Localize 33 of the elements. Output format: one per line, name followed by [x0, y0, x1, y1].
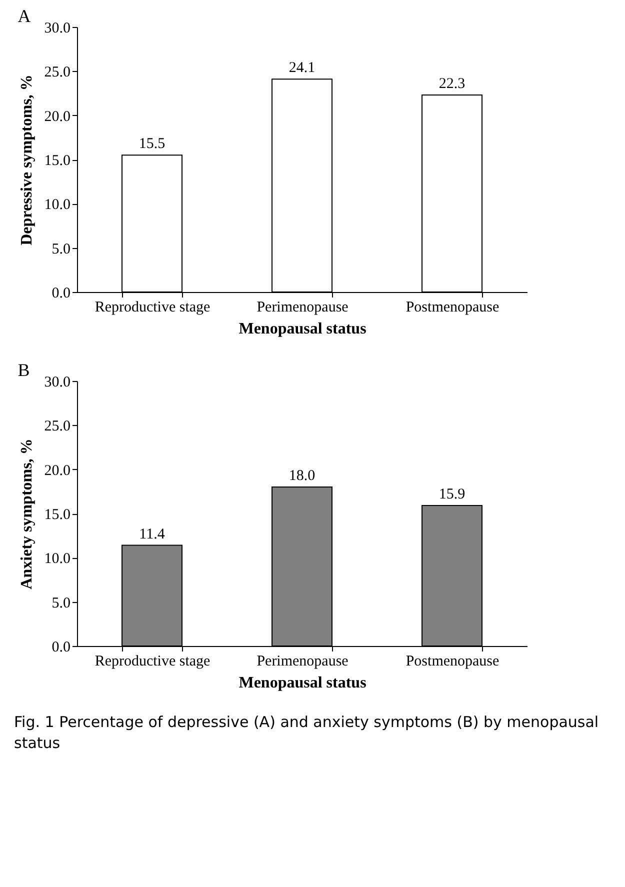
x-axis-title: Menopausal status — [238, 674, 366, 692]
x-tick-label: Perimenopause — [256, 300, 349, 316]
y-axis-title: Depressive symptoms, % — [18, 74, 36, 246]
y-tick-label: 25.0 — [44, 418, 70, 435]
chart-title: B — [18, 360, 30, 380]
y-tick-label: 0.0 — [52, 286, 70, 302]
caption: Fig. 1 Percentage of depressive (A) and anxiety symptoms (B) by menopausal status — [14, 712, 600, 754]
y-tick-label: 25.0 — [44, 64, 70, 81]
y-tick-label: 10.0 — [44, 197, 70, 214]
data-label: 18.0 — [288, 468, 316, 484]
y-tick-label: 0.0 — [52, 640, 70, 656]
x-tick-label: Reproductive stage — [94, 654, 211, 670]
x-tick-label: Postmenopause — [406, 654, 500, 670]
data-label: 24.1 — [288, 60, 316, 76]
y-tick-label: 30.0 — [44, 20, 70, 36]
y-tick-label: 15.0 — [44, 507, 70, 523]
data-label: 11.4 — [139, 526, 166, 542]
y-tick-label: 15.0 — [44, 153, 70, 169]
y-tick-label: 5.0 — [52, 241, 70, 258]
data-label: 15.9 — [438, 486, 466, 503]
y-tick-label: 10.0 — [44, 551, 70, 568]
y-axis-title: Anxiety symptoms, % — [18, 438, 36, 590]
x-tick-label: Perimenopause — [256, 654, 349, 670]
y-tick-label: 20.0 — [44, 462, 70, 479]
y-tick-label: 20.0 — [44, 108, 70, 125]
y-tick-label: 30.0 — [44, 374, 70, 390]
x-tick-label: Reproductive stage — [94, 300, 211, 316]
data-label: 15.5 — [138, 136, 166, 152]
x-axis-title: Menopausal status — [238, 320, 366, 338]
x-tick-label: Postmenopause — [406, 300, 500, 316]
chart-title: A — [18, 6, 31, 26]
data-label: 22.3 — [438, 76, 466, 92]
y-tick-label: 5.0 — [52, 595, 70, 612]
